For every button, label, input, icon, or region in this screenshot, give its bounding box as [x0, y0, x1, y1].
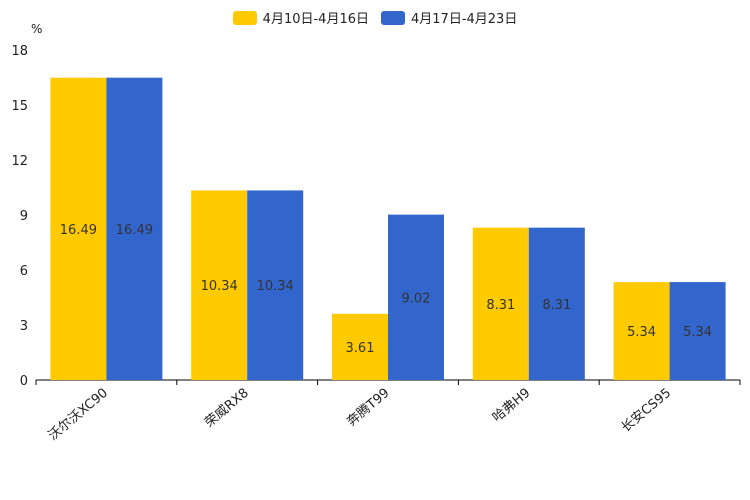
bar-series-1[interactable] — [472, 227, 529, 380]
x-tick-label: 荣威RX8 — [202, 386, 252, 431]
x-tick-label: 哈弗H9 — [490, 386, 533, 426]
bar-series-2[interactable] — [669, 282, 726, 380]
data-label-series-2: 9.02 — [402, 291, 431, 306]
legend-label-series-1: 4月10日-4月16日 — [262, 12, 369, 27]
data-label-series-2: 5.34 — [683, 325, 712, 340]
y-tick-label: 6 — [20, 264, 28, 279]
data-label-series-1: 10.34 — [201, 279, 238, 294]
bar-series-1[interactable] — [613, 282, 670, 380]
y-tick-label: 15 — [11, 99, 28, 114]
bar-series-1[interactable] — [191, 190, 248, 380]
legend-label-series-2: 4月17日-4月23日 — [411, 12, 518, 27]
bar-series-1[interactable] — [50, 77, 107, 380]
y-axis-unit: % — [31, 22, 43, 36]
legend-item-series-2[interactable]: 4月17日-4月23日 — [381, 8, 517, 27]
data-label-series-2: 8.31 — [542, 298, 571, 313]
data-label-series-1: 8.31 — [486, 298, 515, 313]
y-tick-label: 18 — [11, 44, 28, 59]
bar-series-1[interactable] — [332, 313, 388, 380]
x-tick-label: 奔腾T99 — [344, 385, 393, 430]
data-label-series-1: 16.49 — [60, 223, 97, 238]
legend-swatch-series-1 — [232, 10, 257, 25]
x-tick-label: 沃尔沃XC90 — [46, 386, 111, 444]
data-label-series-1: 3.61 — [346, 341, 375, 356]
bar-series-2[interactable] — [528, 227, 585, 380]
x-tick-label: 长安CS95 — [619, 386, 675, 436]
bar-series-2[interactable] — [247, 190, 304, 380]
bars — [50, 77, 726, 380]
data-label-series-1: 5.34 — [627, 325, 656, 340]
legend: 4月10日-4月16日 4月17日-4月23日 — [0, 8, 750, 27]
bar-series-2[interactable] — [106, 77, 163, 380]
y-tick-label: 0 — [20, 374, 28, 389]
data-label-series-2: 10.34 — [257, 279, 294, 294]
y-tick-label: 3 — [20, 319, 28, 334]
data-labels: 16.49 16.49 10.34 10.34 3.61 9.02 8.31 8.31 5.34… — [60, 223, 712, 356]
y-tick-label: 9 — [20, 209, 28, 224]
y-tick-label: 12 — [11, 154, 28, 169]
data-label-series-2: 16.49 — [116, 223, 153, 238]
legend-item-series-1[interactable]: 4月10日-4月16日 — [232, 8, 369, 27]
bar-series-2[interactable] — [388, 214, 444, 380]
legend-swatch-series-2 — [381, 10, 405, 25]
